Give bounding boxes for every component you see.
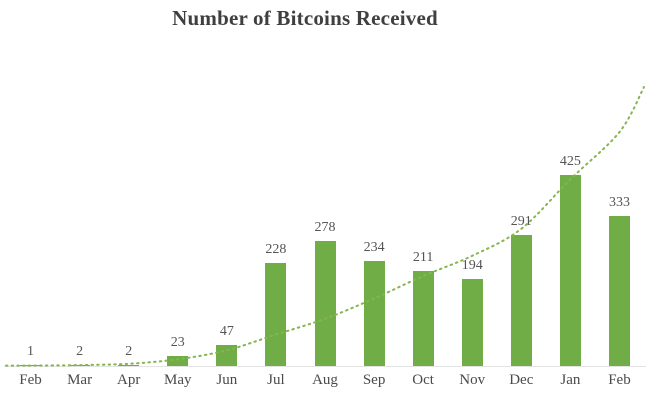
x-axis-line [4, 366, 646, 367]
bar-2-mar [69, 365, 91, 366]
bar-value-label: 234 [363, 240, 385, 255]
x-axis-label: Sep [362, 372, 386, 388]
bar-13-feb [608, 216, 630, 366]
x-axis-label: Oct [412, 372, 434, 388]
bar-1-feb [20, 365, 42, 366]
bar-4-may [167, 356, 189, 366]
x-axis-label: Apr [117, 372, 141, 388]
bar-12-jan [559, 175, 581, 366]
bar-3-apr [118, 365, 140, 366]
bar-value-label: 228 [265, 242, 287, 257]
chart-title: Number of Bitcoins Received [172, 6, 438, 30]
bar-10-nov [461, 279, 483, 366]
bar-value-label: 425 [559, 154, 581, 169]
bar-value-label: 2 [76, 344, 84, 359]
x-axis-label: Jun [216, 372, 238, 388]
bar-value-label: 278 [314, 220, 336, 235]
bar-value-label: 333 [608, 195, 630, 210]
bar-value-label: 23 [170, 335, 185, 350]
bar-5-jun [216, 345, 238, 366]
bar-value-label: 1 [27, 344, 35, 359]
bar-value-label: 47 [219, 324, 234, 339]
bar-7-aug [314, 241, 336, 366]
bar-value-label: 194 [461, 258, 483, 273]
x-axis-label: Feb [19, 372, 42, 388]
bar-8-sep [363, 261, 385, 366]
x-axis-label: Jan [560, 372, 581, 388]
bar-11-dec [510, 235, 532, 366]
x-axis-label: May [164, 372, 192, 388]
bar-9-oct [412, 271, 434, 366]
bar-value-label: 2 [125, 344, 133, 359]
bar-value-label: 291 [510, 214, 532, 229]
x-axis-label: Jul [267, 372, 285, 388]
x-axis-label: Feb [608, 372, 631, 388]
bar-value-label: 211 [412, 250, 434, 265]
x-axis-label: Aug [312, 372, 338, 388]
x-axis-label: Mar [67, 372, 93, 388]
x-axis-label: Nov [459, 372, 486, 388]
x-axis-label: Dec [509, 372, 534, 388]
bar-6-jul [265, 263, 287, 366]
